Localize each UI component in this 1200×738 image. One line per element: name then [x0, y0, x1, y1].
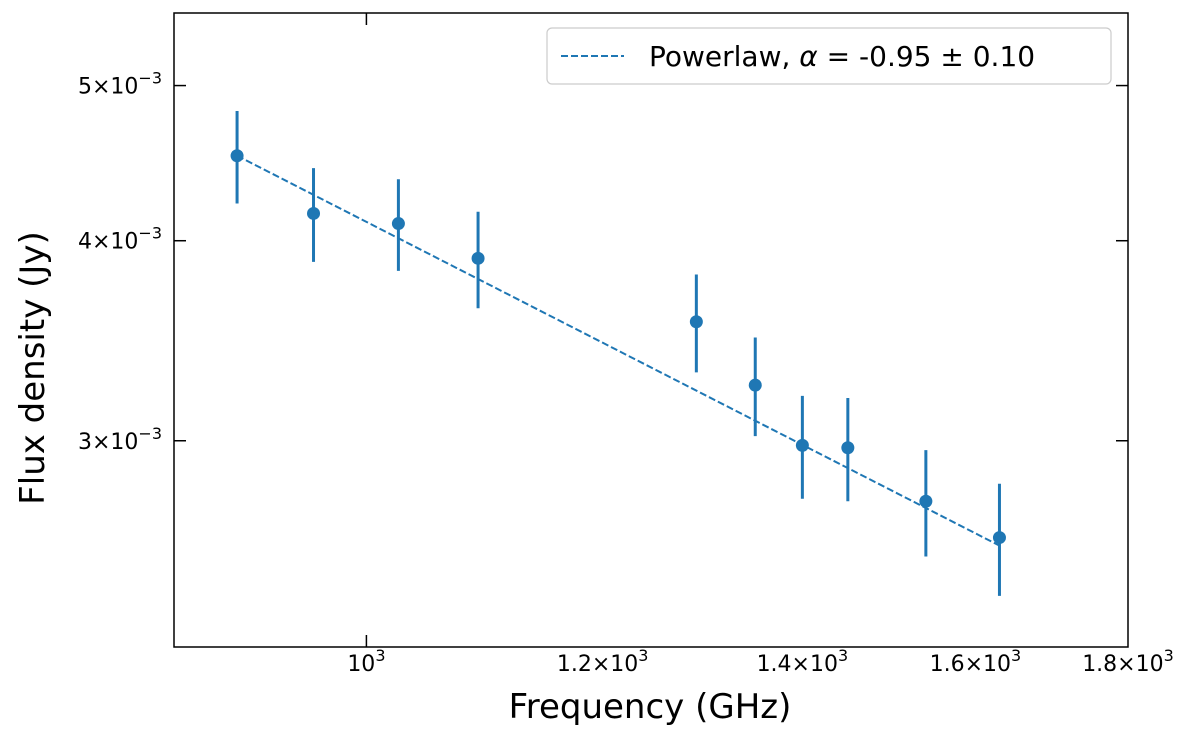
- axis-ticks: [174, 13, 1128, 647]
- legend: Powerlaw, α = -0.95 ± 0.10: [546, 27, 1112, 85]
- x-axis-label: Frequency (GHz): [509, 687, 792, 727]
- y-axis-label: Flux density (Jy): [13, 231, 53, 505]
- data-point: [992, 531, 1006, 545]
- axis-tick-labels: 103 1.2×103 1.4×103 1.6×103 1.8×103 3×10−3 4×1…: [78, 69, 1174, 677]
- legend-box: [546, 27, 1112, 85]
- legend-label-suffix: = -0.95 ± 0.10: [818, 40, 1035, 73]
- x-tick-label: 1.8×103: [1082, 646, 1174, 677]
- x-tick-label: 1.6×103: [930, 646, 1022, 677]
- x-tick-label: 1.4×103: [757, 646, 849, 677]
- legend-label: Powerlaw, α = -0.95 ± 0.10: [649, 40, 1035, 73]
- data-point: [919, 494, 933, 508]
- legend-label-prefix: Powerlaw,: [649, 40, 799, 73]
- data-point: [391, 217, 405, 231]
- data-point: [230, 149, 244, 163]
- data-point: [689, 315, 703, 329]
- x-tick-label: 103: [347, 646, 385, 677]
- legend-label-symbol: α: [799, 40, 818, 73]
- data-point: [795, 438, 809, 452]
- y-tick-label: 4×10−3: [78, 224, 162, 255]
- data-point: [471, 251, 485, 265]
- x-tick-label: 1.2×103: [557, 646, 649, 677]
- powerlaw-fit-line: [236, 154, 1000, 547]
- y-tick-label: 3×10−3: [78, 424, 162, 455]
- data-point: [307, 206, 321, 220]
- plot-area: [173, 12, 1129, 648]
- axes-frame: [173, 12, 1129, 648]
- y-tick-label: 5×10−3: [78, 69, 162, 100]
- data-point: [748, 378, 762, 392]
- data-point: [841, 441, 855, 455]
